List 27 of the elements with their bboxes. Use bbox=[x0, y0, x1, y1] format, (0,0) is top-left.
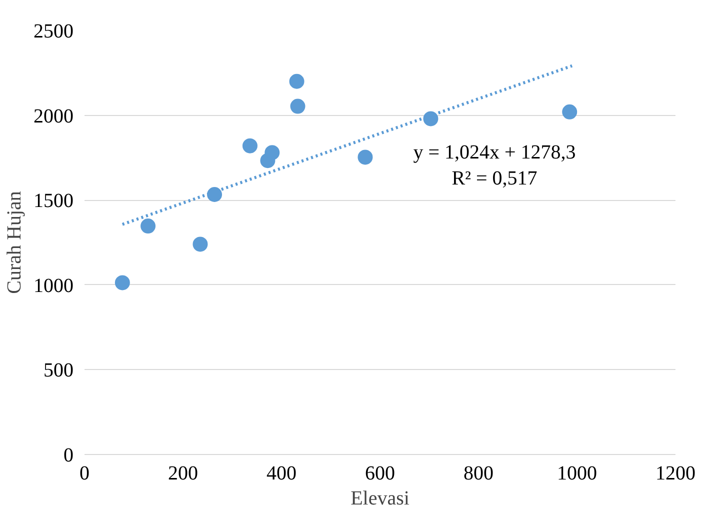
annotation: R² = 0,517 bbox=[452, 168, 538, 190]
x-tick-label: 400 bbox=[266, 462, 296, 484]
x-tick-label: 800 bbox=[464, 462, 494, 484]
annotation: y = 1,024x + 1278,3 bbox=[413, 142, 576, 164]
x-axis-title: Elevasi bbox=[350, 488, 410, 510]
x-tick-label: 0 bbox=[80, 462, 90, 484]
x-tick-label: 600 bbox=[365, 462, 395, 484]
point bbox=[290, 98, 306, 114]
x-tick-label: 1200 bbox=[656, 462, 696, 484]
y-axis-title: Curah Hujan bbox=[4, 191, 26, 294]
point bbox=[289, 74, 304, 89]
point bbox=[140, 218, 156, 234]
y-tick-label: 1500 bbox=[34, 190, 74, 212]
y-tick-label: 500 bbox=[44, 360, 74, 382]
y-tick-label: 1000 bbox=[34, 274, 74, 297]
point bbox=[562, 104, 578, 120]
point bbox=[207, 187, 222, 202]
y-tick-label: 0 bbox=[64, 444, 74, 466]
point bbox=[114, 275, 130, 290]
point bbox=[192, 236, 208, 252]
y-tick-label: 2000 bbox=[34, 105, 74, 128]
point bbox=[242, 138, 258, 154]
y-tick-label: 2500 bbox=[34, 20, 74, 42]
x-tick-label: 200 bbox=[168, 462, 198, 484]
point bbox=[264, 145, 280, 160]
point bbox=[358, 150, 373, 165]
x-tick-label: 1000 bbox=[557, 462, 597, 484]
